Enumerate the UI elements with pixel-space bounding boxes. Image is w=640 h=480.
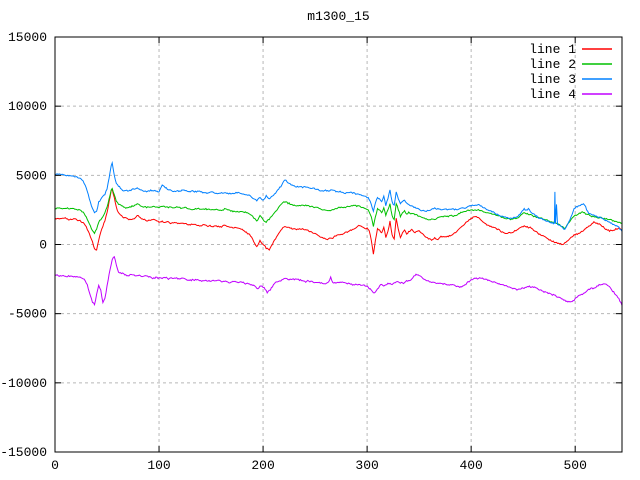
legend-label-line-3: line 3 bbox=[529, 72, 576, 87]
y-axis-tick-label-0: 0 bbox=[39, 238, 47, 253]
y-axis-tick-label--15000: -15000 bbox=[0, 445, 47, 460]
series-line-4 bbox=[54, 255, 623, 307]
axis-labels: 0 100 200 300 400 500 -15000 -10000 -5000 0 5000 10… bbox=[0, 30, 587, 473]
y-axis-tick-label--10000: -10000 bbox=[0, 376, 47, 391]
y-axis-tick-label-15000: 15000 bbox=[8, 30, 47, 45]
axis-ticks bbox=[54, 36, 622, 453]
x-axis-tick-label-500: 500 bbox=[563, 458, 586, 473]
chart-title: m1300_15 bbox=[307, 9, 369, 24]
y-axis-tick-label-5000: 5000 bbox=[16, 168, 47, 183]
x-axis-tick-label-200: 200 bbox=[251, 458, 274, 473]
legend-label-line-2: line 2 bbox=[529, 57, 576, 72]
legend-label-line-4: line 4 bbox=[529, 87, 576, 102]
series-line-3 bbox=[54, 160, 623, 232]
series-line-2 bbox=[54, 187, 623, 235]
legend-label-line-1: line 1 bbox=[529, 42, 576, 57]
legend-entry-line-3: line 3 bbox=[529, 72, 612, 87]
series-line-1 bbox=[54, 187, 623, 255]
legend-entry-line-1: line 1 bbox=[529, 42, 612, 57]
grid bbox=[55, 37, 622, 452]
x-axis-tick-label-100: 100 bbox=[147, 458, 170, 473]
y-axis-tick-label-10000: 10000 bbox=[8, 99, 47, 114]
x-axis-tick-label-0: 0 bbox=[51, 458, 59, 473]
x-axis-tick-label-400: 400 bbox=[459, 458, 482, 473]
y-axis-tick-label--5000: -5000 bbox=[8, 307, 47, 322]
legend-entry-line-2: line 2 bbox=[529, 57, 612, 72]
x-axis-tick-label-300: 300 bbox=[355, 458, 378, 473]
legend-entry-line-4: line 4 bbox=[529, 87, 612, 102]
